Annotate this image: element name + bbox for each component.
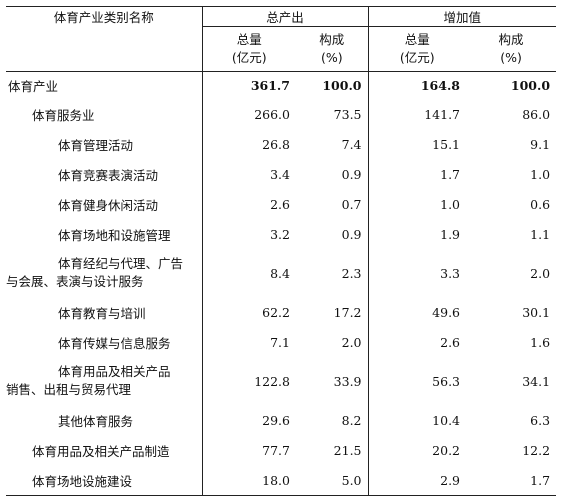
header-category: 体育产业类别名称 [6, 7, 202, 72]
table-top-rule [6, 6, 556, 7]
row-name: 体育经纪与代理、广告 与会展、表演与设计服务 [6, 256, 184, 289]
cell-output-total: 3.2 [201, 219, 296, 249]
cell-added-total: 1.0 [367, 189, 467, 219]
row-name: 体育传媒与信息服务 [58, 335, 171, 351]
table-row: 体育场地设施建设 18.0 5.0 2.9 1.7 [6, 465, 557, 496]
header-added-share: 构成 (%) [466, 26, 557, 72]
cell-output-share: 2.0 [341, 334, 362, 350]
cell-output-total: 2.6 [201, 189, 296, 219]
row-name: 体育服务业 [32, 107, 95, 123]
table-row: 其他体育服务 29.6 8.2 10.4 6.3 [6, 405, 556, 435]
row-name: 其他体育服务 [58, 413, 134, 429]
table-row: 体育场地和设施管理 3.2 0.9 1.9 1.1 [6, 219, 556, 249]
header-added-total: 总量 (亿元) [367, 26, 467, 72]
cell-added-share: 30.1 [522, 304, 551, 320]
cell-added-share: 86.0 [522, 106, 551, 122]
cell-added-total: 56.3 [367, 357, 467, 405]
row-name: 体育竞赛表演活动 [58, 167, 159, 183]
cell-output-total: 77.7 [201, 435, 296, 465]
cell-output-share: 5.0 [296, 465, 369, 496]
cell-output-total: 29.6 [201, 405, 296, 435]
cell-output-total: 7.1 [201, 327, 296, 357]
row-name: 体育场地和设施管理 [58, 227, 171, 243]
cell-output-total: 62.2 [201, 297, 296, 327]
table-row: 体育教育与培训 62.2 17.2 49.6 30.1 [6, 297, 556, 327]
cell-added-share: 34.1 [522, 373, 551, 389]
cell-output-total: 8.4 [201, 249, 296, 297]
cell-output-total: 3.4 [201, 159, 296, 189]
header-group-output: 总产出 [201, 7, 369, 27]
cell-added-total: 1.7 [367, 159, 467, 189]
table-row: 体育竞赛表演活动 3.4 0.9 1.7 1.0 [6, 159, 556, 189]
cell-output-total: 26.8 [201, 129, 296, 159]
cell-added-total: 2.9 [367, 465, 467, 496]
row-name: 体育产业 [8, 79, 59, 94]
cell-output-share: 17.2 [333, 304, 362, 320]
cell-added-total: 1.9 [367, 219, 467, 249]
cell-added-total: 20.2 [367, 435, 467, 465]
cell-output-share: 0.9 [341, 226, 362, 242]
cell-added-share: 1.6 [530, 334, 551, 350]
cell-output-total: 361.7 [201, 71, 296, 99]
cell-added-share: 1.0 [530, 166, 551, 182]
cell-output-share: 7.4 [341, 136, 362, 152]
cell-output-total: 122.8 [201, 357, 296, 405]
cell-added-total: 164.8 [367, 71, 467, 99]
cell-output-share: 0.9 [341, 166, 362, 182]
row-name: 体育场地设施建设 [6, 465, 202, 496]
table-row: 体育服务业 266.0 73.5 141.7 86.0 [6, 99, 556, 129]
cell-added-share: 2.0 [530, 265, 551, 281]
cell-added-total: 141.7 [367, 99, 467, 129]
cell-output-share: 21.5 [333, 442, 362, 458]
table-row: 体育用品及相关产品制造 77.7 21.5 20.2 12.2 [6, 435, 556, 465]
table-row: 体育用品及相关产品 销售、出租与贸易代理 122.8 33.9 56.3 34.1 [6, 357, 556, 405]
row-name: 体育管理活动 [58, 137, 134, 153]
table-row: 体育传媒与信息服务 7.1 2.0 2.6 1.6 [6, 327, 556, 357]
header-output-share: 构成 (%) [296, 26, 369, 72]
cell-added-total: 15.1 [367, 129, 467, 159]
row-name: 体育用品及相关产品制造 [32, 443, 170, 459]
row-name: 体育用品及相关产品 销售、出租与贸易代理 [6, 364, 171, 397]
table-row: 体育产业 361.7 100.0 164.8 100.0 [6, 71, 556, 99]
sports-industry-table: 体育产业类别名称 总产出 增加值 总量 (亿元) 构成 (%) 总量 (亿元) 构成(… [6, 7, 557, 496]
cell-added-total: 49.6 [367, 297, 467, 327]
cell-added-total: 2.6 [367, 327, 467, 357]
cell-added-share: 0.6 [530, 196, 551, 212]
cell-added-share: 12.2 [522, 442, 551, 458]
row-name: 体育教育与培训 [58, 305, 146, 321]
cell-output-share: 73.5 [333, 106, 362, 122]
cell-added-total: 3.3 [367, 249, 467, 297]
table-row: 体育经纪与代理、广告 与会展、表演与设计服务 8.4 2.3 3.3 2.0 [6, 249, 556, 297]
cell-added-share: 6.3 [530, 412, 551, 428]
cell-added-share: 1.1 [530, 226, 551, 242]
cell-added-share: 9.1 [530, 136, 551, 152]
cell-output-total: 18.0 [201, 465, 296, 496]
cell-added-total: 10.4 [367, 405, 467, 435]
table-row: 体育健身休闲活动 2.6 0.7 1.0 0.6 [6, 189, 556, 219]
header-group-added: 增加值 [367, 7, 557, 27]
cell-output-total: 266.0 [201, 99, 296, 129]
cell-output-share: 33.9 [333, 373, 362, 389]
cell-output-share: 100.0 [322, 78, 362, 93]
cell-added-share: 100.0 [510, 78, 551, 93]
row-name: 体育健身休闲活动 [58, 197, 159, 213]
cell-added-share: 1.7 [466, 465, 557, 496]
header-output-total: 总量 (亿元) [201, 26, 296, 72]
cell-output-share: 0.7 [341, 196, 362, 212]
cell-output-share: 8.2 [341, 412, 362, 428]
cell-output-share: 2.3 [341, 265, 362, 281]
table-row: 体育管理活动 26.8 7.4 15.1 9.1 [6, 129, 556, 159]
